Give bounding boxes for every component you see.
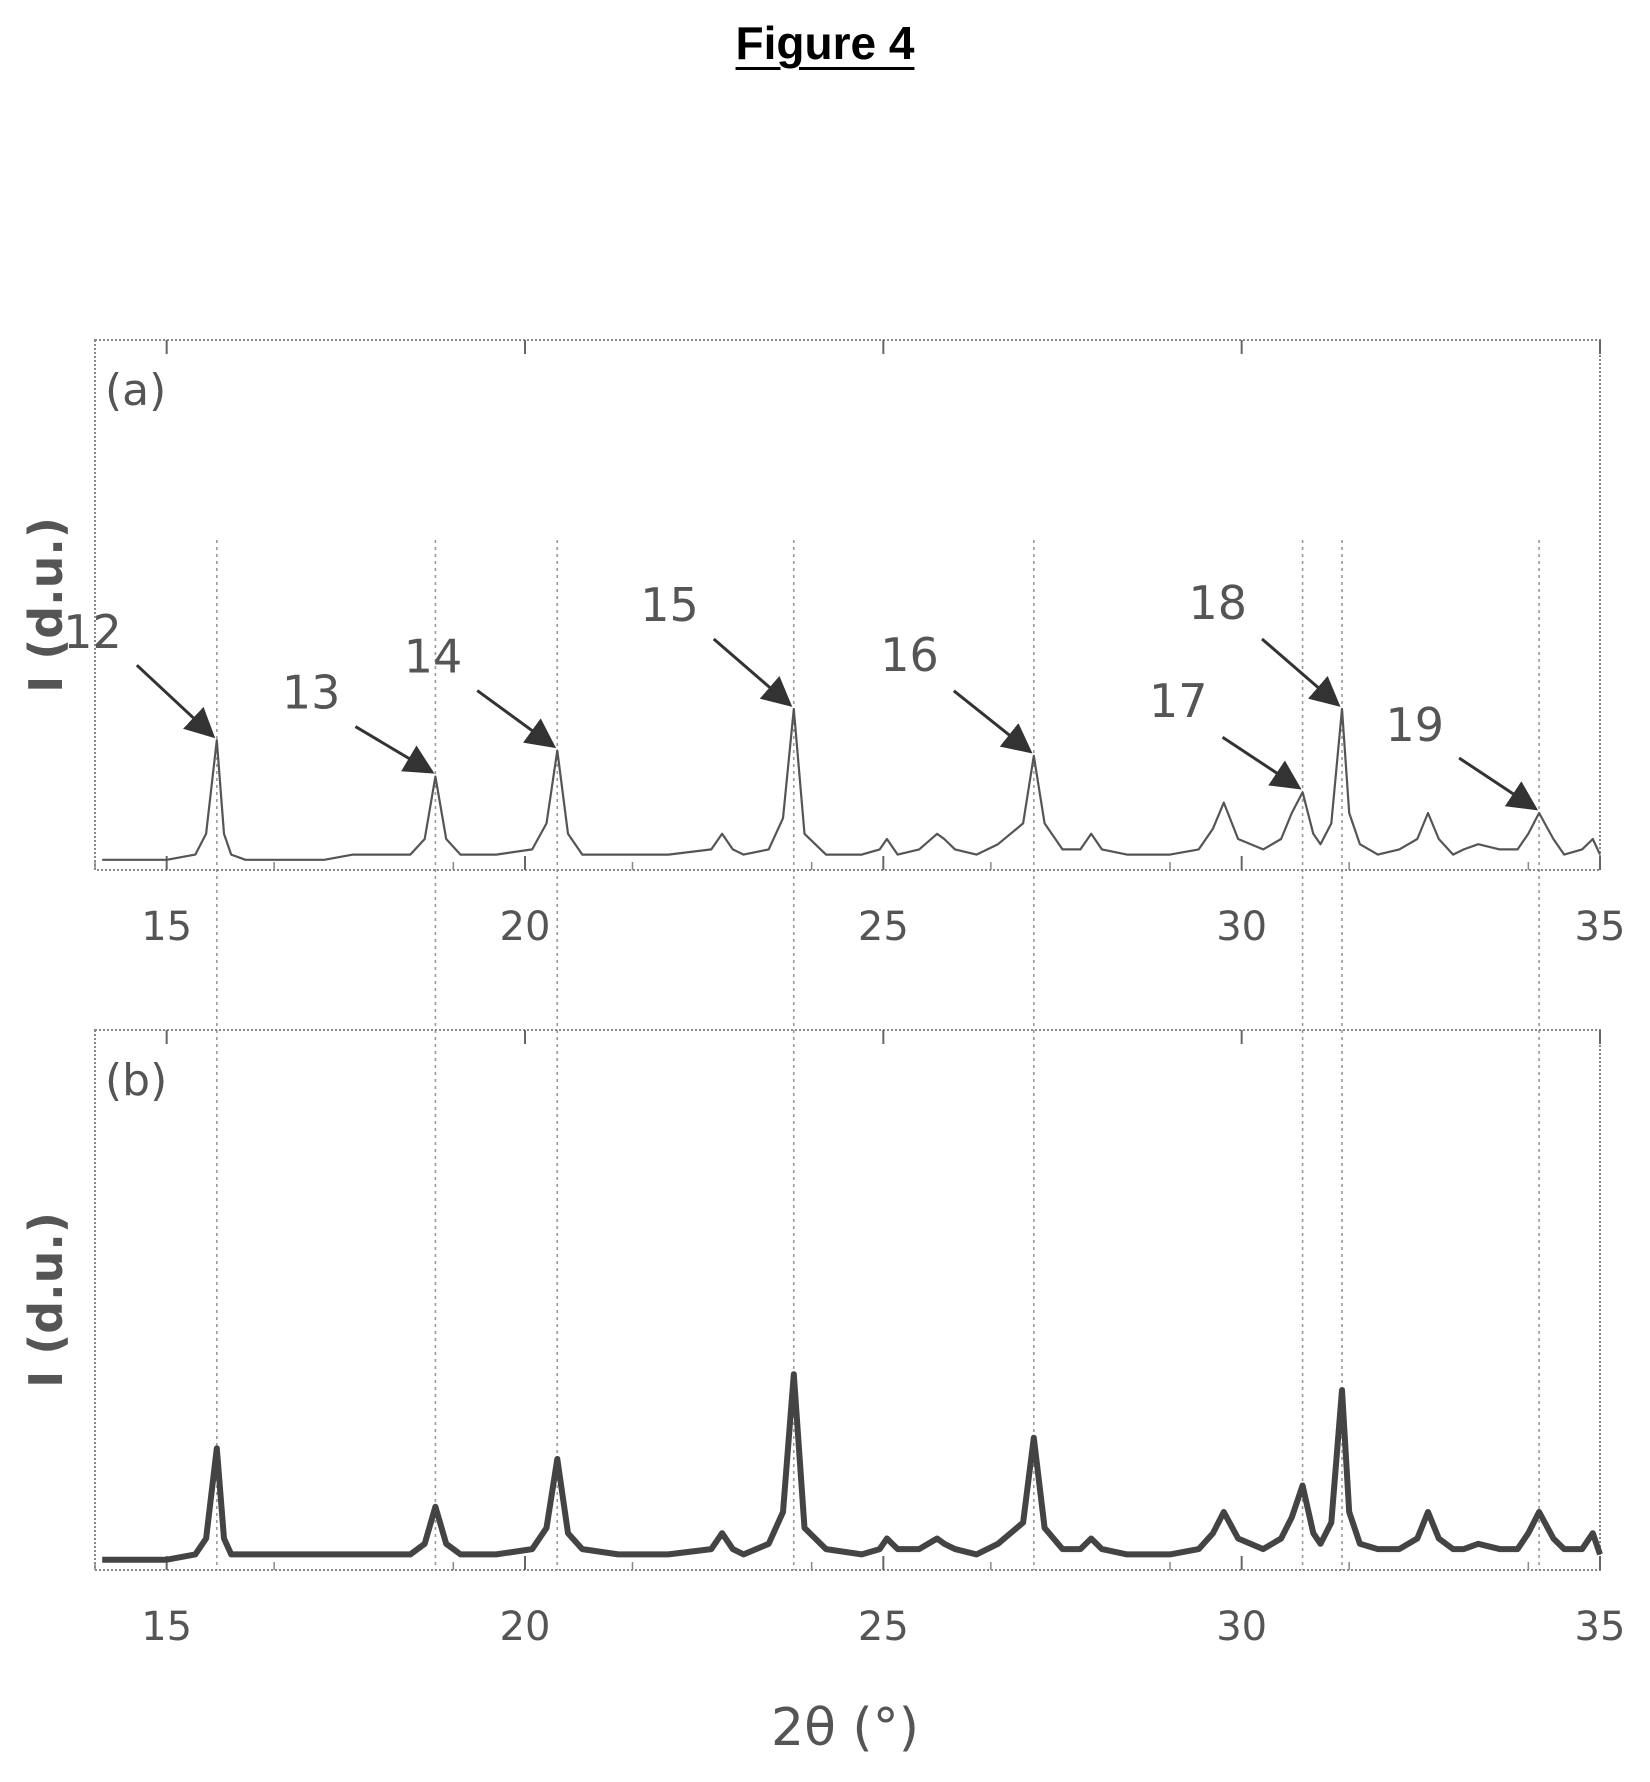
peak-label: 19 [1386,698,1445,752]
figure-title: Figure 4 [735,17,915,69]
peak-label: 18 [1188,576,1247,630]
x-tick-label: 35 [1575,904,1626,950]
y-axis-label: I (d.u.) [19,517,73,693]
x-tick-label: 35 [1575,1604,1626,1650]
peak-arrow [1261,637,1341,707]
y-axis-label: I (d.u.) [19,1212,73,1388]
peak-arrow [712,637,793,707]
peak-arrow [1458,756,1539,811]
peak-label: 16 [880,628,939,682]
x-tick-label: 20 [500,1604,551,1650]
x-tick-label: 20 [500,904,551,950]
x-axis-label: 2θ (°) [771,1698,919,1758]
x-tick-label: 30 [1216,1604,1267,1650]
xrd-series-line [102,707,1601,861]
panel-b: 15 20 25 30 35 (b) I (d.u.) [19,1029,1626,1650]
xrd-series-line [102,1371,1603,1563]
peak-label: 13 [282,666,341,720]
peak-label: 12 [63,605,122,659]
panel-label: (b) [105,1055,167,1106]
plot-frame [94,339,1601,871]
peak-label: 14 [404,630,463,684]
x-tick-label: 30 [1216,904,1267,950]
x-tick-label: 15 [141,1604,192,1650]
peak-arrow [476,689,557,749]
x-tick-label: 15 [141,904,192,950]
peak-arrow [135,664,216,739]
peak-label: 15 [640,578,699,632]
peak-arrow [952,689,1033,754]
panel-a: 15 20 25 30 35 (a) I (d.u.)12 13 14 15 16 17 18 19 [19,339,1626,950]
x-tick-label: 25 [858,1604,909,1650]
peak-arrow [354,725,435,774]
panel-label: (a) [105,365,166,416]
peak-label: 17 [1149,674,1208,728]
peak-arrow [1221,735,1302,790]
x-tick-label: 25 [858,904,909,950]
plot-frame [94,1029,1601,1571]
